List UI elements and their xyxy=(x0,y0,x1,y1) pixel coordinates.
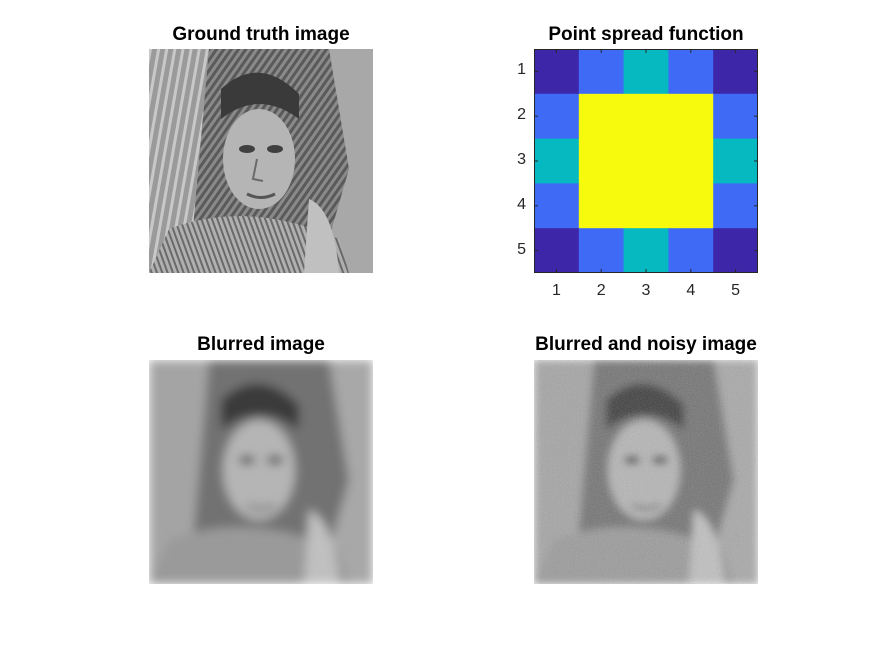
psf-ytick-label: 5 xyxy=(517,240,526,258)
psf-cell-1-3 xyxy=(623,49,669,95)
psf-xtick-label: 2 xyxy=(596,282,606,299)
psf-cell-4-1 xyxy=(534,183,580,229)
psf-cell-1-4 xyxy=(668,49,714,95)
psf-cell-2-3 xyxy=(623,93,669,140)
psf-cell-1-5 xyxy=(713,49,758,95)
psf-cell-2-2 xyxy=(578,93,625,140)
psf-cell-5-1 xyxy=(534,228,580,273)
psf-cell-3-5 xyxy=(713,138,758,184)
psf-cell-2-4 xyxy=(668,93,714,140)
psf-cell-4-4 xyxy=(668,183,714,229)
blurred-noisy-image xyxy=(534,360,758,584)
psf-cell-1-1 xyxy=(534,49,580,95)
psf-cell-2-5 xyxy=(713,93,758,140)
psf-cell-3-3 xyxy=(623,138,669,184)
psf-cell-3-1 xyxy=(534,138,580,184)
psf-cell-4-5 xyxy=(713,183,758,229)
psf-xtick-label: 4 xyxy=(686,282,696,299)
psf-title: Point spread function xyxy=(548,24,744,45)
psf-ytick-label: 1 xyxy=(517,61,526,79)
psf-xtick-label: 1 xyxy=(551,282,561,299)
blurred-noisy-title: Blurred and noisy image xyxy=(535,334,757,355)
psf-ytick-label: 4 xyxy=(517,195,526,213)
psf-heatmap xyxy=(534,49,758,273)
psf-xtick-label: 5 xyxy=(731,282,741,299)
ground-truth-title: Ground truth image xyxy=(172,24,350,45)
blurred-title: Blurred image xyxy=(197,334,325,355)
psf-cell-1-2 xyxy=(578,49,625,95)
blurred-image xyxy=(149,360,373,584)
psf-ytick-label: 2 xyxy=(517,106,526,124)
ground-truth-image xyxy=(149,49,373,273)
psf-cell-5-3 xyxy=(623,228,669,273)
psf-xtick-label: 3 xyxy=(641,282,651,299)
psf-cell-5-5 xyxy=(713,228,758,273)
psf-cell-3-2 xyxy=(578,138,625,184)
psf-cell-4-2 xyxy=(578,183,625,229)
psf-cell-5-2 xyxy=(578,228,625,273)
psf-ytick-label: 3 xyxy=(517,151,526,168)
psf-cell-5-4 xyxy=(668,228,714,273)
psf-cell-2-1 xyxy=(534,93,580,140)
psf-cell-4-3 xyxy=(623,183,669,229)
psf-cell-3-4 xyxy=(668,138,714,184)
